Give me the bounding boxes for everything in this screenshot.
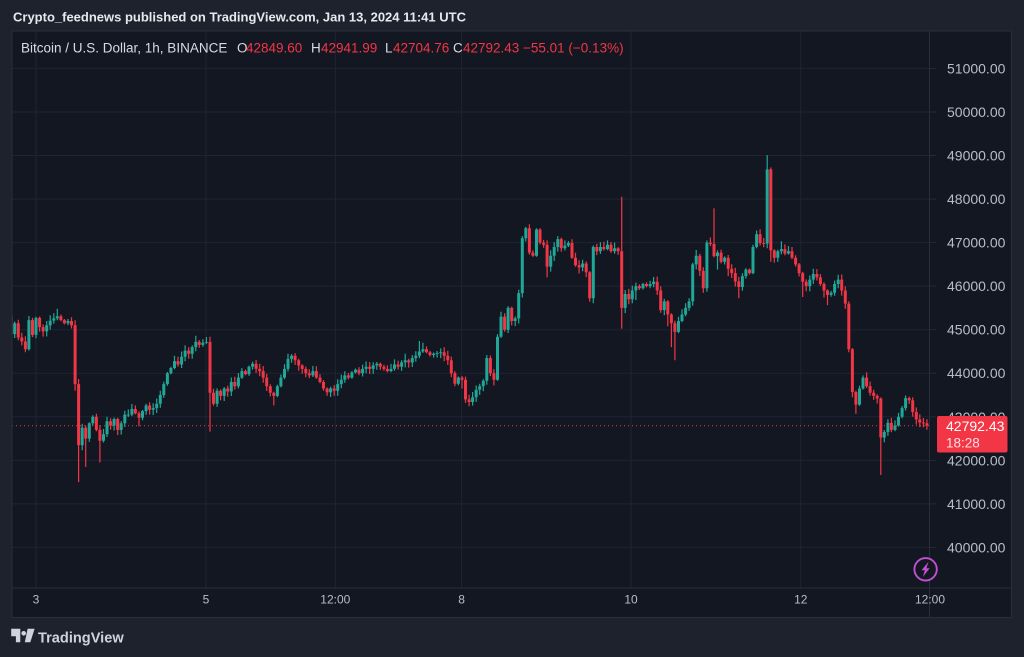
svg-text:42849.60: 42849.60	[246, 41, 302, 56]
svg-text:42000.00: 42000.00	[947, 452, 1006, 468]
svg-text:O: O	[237, 41, 248, 56]
svg-text:12:00: 12:00	[915, 593, 945, 607]
svg-text:H: H	[311, 41, 321, 56]
svg-text:41000.00: 41000.00	[947, 496, 1006, 512]
svg-text:3: 3	[33, 593, 40, 607]
svg-text:18:28: 18:28	[946, 436, 980, 451]
svg-text:49000.00: 49000.00	[947, 148, 1006, 164]
svg-text:45000.00: 45000.00	[947, 322, 1006, 338]
svg-text:8: 8	[458, 593, 465, 607]
svg-text:50000.00: 50000.00	[947, 104, 1006, 120]
svg-text:44000.00: 44000.00	[947, 365, 1006, 381]
svg-text:42792.43: 42792.43	[946, 418, 1005, 434]
svg-text:Bitcoin / U.S. Dollar, 1h, BIN: Bitcoin / U.S. Dollar, 1h, BINANCE	[21, 41, 227, 56]
svg-text:51000.00: 51000.00	[947, 60, 1006, 76]
svg-text:42941.99: 42941.99	[321, 41, 377, 56]
svg-text:12:00: 12:00	[320, 593, 350, 607]
svg-text:C: C	[453, 41, 463, 56]
svg-text:L: L	[385, 41, 393, 56]
svg-text:5: 5	[203, 593, 210, 607]
svg-text:40000.00: 40000.00	[947, 539, 1006, 555]
svg-text:42792.43: 42792.43	[463, 41, 519, 56]
svg-text:48000.00: 48000.00	[947, 191, 1006, 207]
svg-text:−55.01 (−0.13%): −55.01 (−0.13%)	[523, 41, 624, 56]
svg-text:12: 12	[794, 593, 808, 607]
svg-text:Crypto_feednews published on T: Crypto_feednews published on TradingView…	[13, 10, 467, 25]
svg-text:47000.00: 47000.00	[947, 235, 1006, 251]
svg-text:TradingView: TradingView	[38, 631, 124, 647]
svg-text:42704.76: 42704.76	[393, 41, 449, 56]
svg-text:10: 10	[624, 593, 638, 607]
svg-text:46000.00: 46000.00	[947, 278, 1006, 294]
